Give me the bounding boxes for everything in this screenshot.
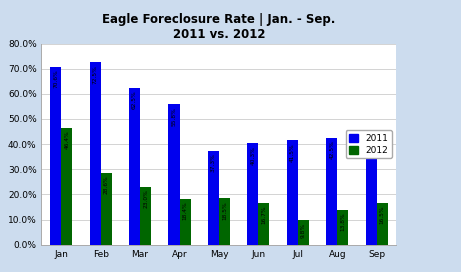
Text: 44.5%: 44.5% <box>369 135 374 154</box>
Text: 41.5%: 41.5% <box>290 143 295 162</box>
Bar <box>129 88 140 245</box>
Bar <box>219 198 230 245</box>
Text: 70.6%: 70.6% <box>53 70 58 88</box>
Bar <box>168 104 179 245</box>
Title: Eagle Foreclosure Rate | Jan. - Sep.
2011 vs. 2012: Eagle Foreclosure Rate | Jan. - Sep. 201… <box>102 13 336 41</box>
Text: 18.5%: 18.5% <box>222 201 227 220</box>
Bar <box>208 151 219 245</box>
Legend: 2011, 2012: 2011, 2012 <box>346 130 392 158</box>
Bar <box>298 220 309 245</box>
Text: 13.8%: 13.8% <box>340 213 345 231</box>
Bar <box>140 187 151 245</box>
Bar <box>259 203 270 245</box>
Text: 9.8%: 9.8% <box>301 223 306 238</box>
Text: 37.3%: 37.3% <box>211 153 216 172</box>
Bar <box>89 62 100 245</box>
Text: 55.8%: 55.8% <box>171 107 177 126</box>
Bar <box>179 199 190 245</box>
Text: 23.0%: 23.0% <box>143 189 148 208</box>
Text: 62.5%: 62.5% <box>132 90 137 109</box>
Text: 16.7%: 16.7% <box>261 205 266 224</box>
Text: 46.4%: 46.4% <box>64 131 69 149</box>
Text: 42.5%: 42.5% <box>329 140 334 159</box>
Text: 28.6%: 28.6% <box>104 175 109 194</box>
Text: 40.3%: 40.3% <box>250 146 255 165</box>
Bar <box>337 210 349 245</box>
Bar <box>366 133 377 245</box>
Text: 18.4%: 18.4% <box>183 201 188 220</box>
Bar <box>377 203 388 245</box>
Bar <box>61 128 72 245</box>
Bar <box>248 143 259 245</box>
Bar <box>287 140 298 245</box>
Bar <box>100 173 112 245</box>
Text: 16.5%: 16.5% <box>380 206 385 224</box>
Text: 72.5%: 72.5% <box>93 65 98 84</box>
Bar <box>50 67 61 245</box>
Bar <box>326 138 337 245</box>
